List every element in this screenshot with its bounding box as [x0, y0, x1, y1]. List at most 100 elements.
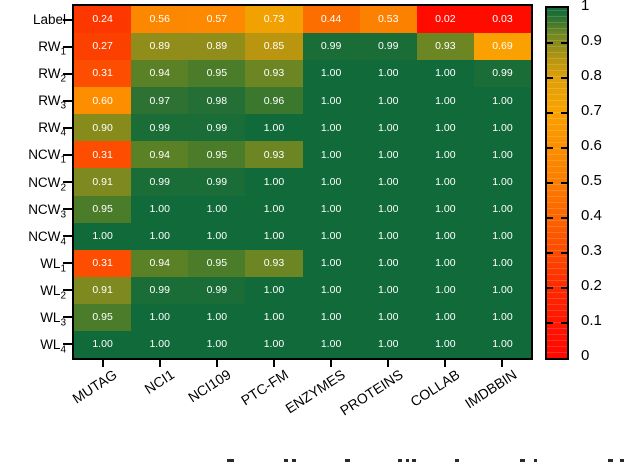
x-axis-tick — [387, 360, 390, 367]
heatmap-cell: 1.00 — [416, 87, 474, 115]
heatmap-cell-value: 0.94 — [149, 256, 170, 269]
heatmap-cell-value: 1.00 — [206, 202, 228, 215]
heatmap-cell-value: 1.00 — [320, 148, 342, 161]
heatmap-cell: 1.00 — [359, 330, 417, 358]
heatmap-cell-value: 0.93 — [263, 67, 285, 80]
heatmap-cell: 1.00 — [473, 141, 531, 169]
row-label: NCW4 — [28, 228, 66, 248]
colorbar-tick — [547, 77, 553, 79]
heatmap-cell-value: 1.00 — [377, 202, 399, 215]
heatmap-cell: 0.99 — [188, 276, 246, 304]
heatmap-cell: 0.99 — [131, 114, 189, 142]
x-axis-tick — [444, 360, 447, 367]
caption-fragment — [620, 459, 624, 462]
heatmap-cell: 1.00 — [245, 222, 303, 250]
heatmap-cell: 1.00 — [359, 276, 417, 304]
heatmap-cell-value: 1.00 — [263, 338, 285, 351]
heatmap-cell-value: 1.00 — [435, 67, 456, 80]
heatmap-cell-value: 1.00 — [492, 121, 513, 134]
heatmap-cell-value: 1.00 — [492, 229, 513, 242]
heatmap-cell: 1.00 — [188, 222, 246, 250]
colorbar-tick — [561, 147, 567, 149]
heatmap-cell-value: 1.00 — [377, 148, 399, 161]
heatmap-cell-value: 1.00 — [263, 311, 285, 324]
heatmap-cell: 0.31 — [74, 60, 132, 88]
heatmap-cell-value: 0.02 — [435, 13, 456, 26]
heatmap-cell: 0.44 — [302, 6, 360, 34]
heatmap-cell-value: 1.00 — [206, 229, 228, 242]
heatmap-cell-value: 0.99 — [206, 284, 228, 297]
heatmap-cell: 1.00 — [74, 222, 132, 250]
heatmap-cell-value: 1.00 — [320, 256, 342, 269]
colorbar-label: 0.1 — [581, 312, 602, 329]
heatmap-cell-value: 1.00 — [377, 338, 399, 351]
heatmap-cell: 1.00 — [302, 303, 360, 331]
heatmap-cell-value: 1.00 — [377, 121, 399, 134]
column-label: NCI109 — [185, 366, 234, 406]
heatmap-cell-value: 0.03 — [492, 13, 513, 26]
colorbar-tick — [547, 252, 553, 254]
column-label: PROTEINS — [336, 366, 406, 419]
heatmap-cell: 1.00 — [416, 303, 474, 331]
heatmap-cell-value: 0.44 — [320, 13, 342, 26]
colorbar-label: 0 — [581, 347, 590, 364]
heatmap-cell: 0.93 — [245, 60, 303, 88]
heatmap-cell: 1.00 — [302, 276, 360, 304]
x-axis-tick — [272, 360, 275, 367]
heatmap-cell-value: 1.00 — [492, 311, 513, 324]
column-label: NCI1 — [141, 366, 177, 397]
heatmap-cell: 1.00 — [245, 168, 303, 196]
heatmap-cell: 0.31 — [74, 141, 132, 169]
heatmap-cell: 1.00 — [416, 276, 474, 304]
heatmap-cell-value: 0.91 — [92, 284, 113, 297]
heatmap-cell: 0.94 — [131, 141, 189, 169]
heatmap-cell: 0.99 — [359, 33, 417, 61]
y-axis-tick — [63, 343, 72, 346]
heatmap-cell-value: 0.93 — [263, 256, 285, 269]
colorbar-tick — [561, 322, 567, 324]
column-label: IMDBBIN — [461, 366, 520, 412]
heatmap-cell: 1.00 — [131, 330, 189, 358]
heatmap-cell: 1.00 — [359, 222, 417, 250]
heatmap-cell-value: 1.00 — [377, 311, 399, 324]
colorbar-label: 0.9 — [581, 32, 602, 49]
row-label: NCW3 — [28, 201, 66, 221]
colorbar-label: 0.6 — [581, 137, 602, 154]
heatmap-cell-value: 0.27 — [92, 40, 113, 53]
heatmap-cell-value: 1.00 — [206, 338, 228, 351]
heatmap-cell: 1.00 — [131, 222, 189, 250]
heatmap-cell: 1.00 — [302, 114, 360, 142]
colorbar-label: 0.4 — [581, 207, 602, 224]
heatmap-cell-value: 1.00 — [492, 94, 513, 107]
heatmap-cell: 1.00 — [473, 195, 531, 223]
y-axis-tick — [63, 153, 72, 156]
row-label: RW3 — [38, 93, 66, 112]
heatmap-cell: 0.24 — [74, 6, 132, 34]
heatmap-cell-value: 0.99 — [149, 284, 170, 297]
colorbar-tick — [547, 147, 553, 149]
heatmap-cell: 0.99 — [188, 114, 246, 142]
heatmap-cell-value: 0.31 — [92, 148, 113, 161]
heatmap-cell: 0.96 — [245, 87, 303, 115]
heatmap-cell: 0.99 — [302, 33, 360, 61]
heatmap-cell: 1.00 — [416, 330, 474, 358]
heatmap-cell-value: 0.93 — [435, 40, 456, 53]
heatmap-cell-value: 0.99 — [149, 121, 170, 134]
heatmap-cell-value: 1.00 — [149, 338, 170, 351]
heatmap-cell: 1.00 — [416, 168, 474, 196]
heatmap-cell: 0.95 — [188, 249, 246, 277]
colorbar-tick — [547, 42, 553, 44]
colorbar-tick — [547, 322, 553, 324]
heatmap-cell-value: 0.99 — [377, 40, 399, 53]
heatmap-cell: 0.89 — [131, 33, 189, 61]
heatmap-cell-value: 1.00 — [435, 202, 456, 215]
heatmap-cell: 1.00 — [302, 60, 360, 88]
colorbar-label: 1 — [581, 0, 590, 14]
heatmap-cell: 1.00 — [302, 195, 360, 223]
caption-fragment — [292, 459, 296, 462]
colorbar-tick — [547, 112, 553, 114]
heatmap-cell-value: 1.00 — [435, 94, 456, 107]
heatmap-cell: 1.00 — [416, 114, 474, 142]
heatmap-cell: 1.00 — [416, 195, 474, 223]
y-axis-tick — [63, 262, 72, 265]
